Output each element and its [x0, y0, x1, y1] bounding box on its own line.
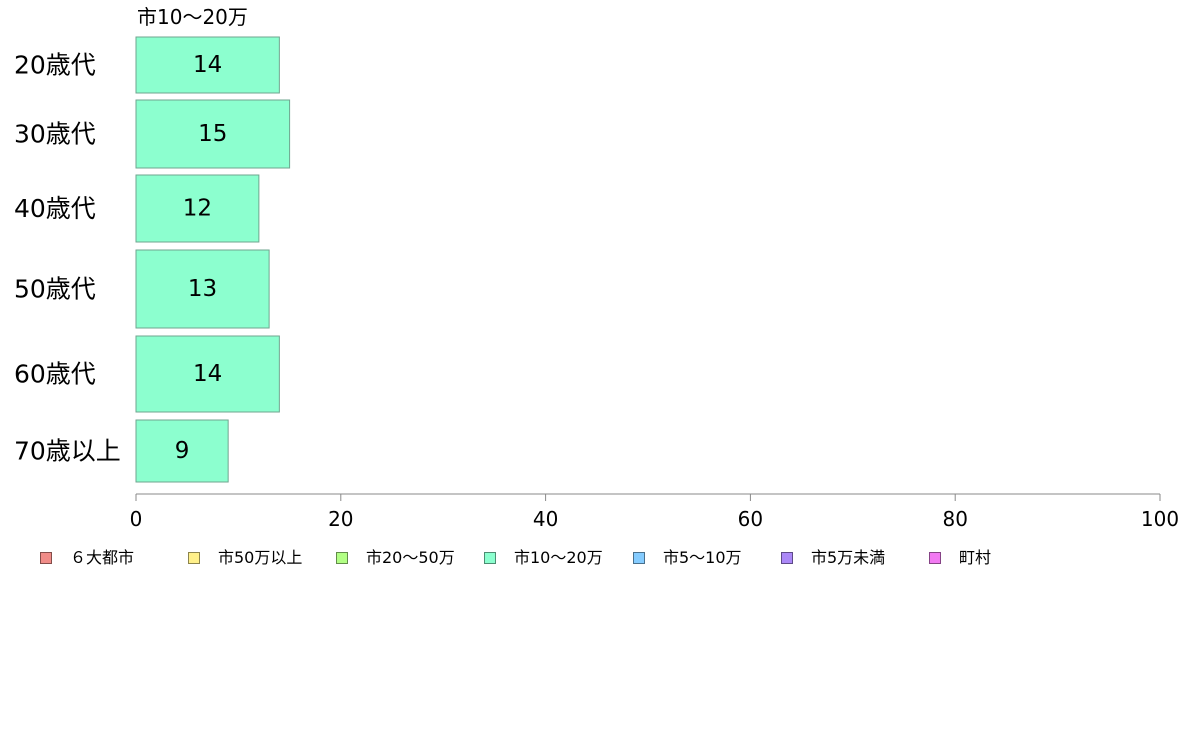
- legend-swatch-city-100k-200k: [484, 552, 496, 564]
- legend-label-city-50k-100k: 市5〜10万: [663, 548, 742, 567]
- legend-swatch-towns-villages: [929, 552, 941, 564]
- legend-item-towns-villages: 町村: [929, 546, 991, 570]
- bar: [135, 419, 229, 483]
- data-label: 14: [193, 361, 222, 387]
- x-tick-label: 0: [130, 507, 143, 531]
- legend-swatch-city-50k-100k: [633, 552, 645, 564]
- category-label: 60歳代: [14, 360, 96, 389]
- bar: [135, 249, 270, 329]
- legend-label-city-500k-plus: 市50万以上: [218, 548, 303, 567]
- legend-item-city-100k-200k: 市10〜20万: [484, 546, 603, 570]
- legend-item-city-200k-500k: 市20〜50万: [336, 546, 455, 570]
- legend: ６大都市 市50万以上 市20〜50万 市10〜20万 市5〜10万 市5万未満…: [40, 546, 1140, 570]
- x-tick-label: 100: [1141, 507, 1179, 531]
- series-title: 市10〜20万: [137, 5, 248, 29]
- bar: [135, 99, 291, 169]
- x-tick-label: 60: [738, 507, 763, 531]
- legend-swatch-city-500k-plus: [188, 552, 200, 564]
- x-tick-label: 80: [942, 507, 967, 531]
- x-tick-label: 40: [533, 507, 558, 531]
- category-label: 30歳代: [14, 120, 96, 149]
- legend-item-city-under-50k: 市5万未満: [781, 546, 885, 570]
- legend-swatch-city-200k-500k: [336, 552, 348, 564]
- data-label: 13: [188, 276, 217, 302]
- bar: [135, 335, 280, 413]
- data-label: 9: [175, 438, 190, 464]
- data-label: 15: [198, 121, 227, 147]
- legend-label-city-100k-200k: 市10〜20万: [514, 548, 603, 567]
- legend-label-towns-villages: 町村: [959, 548, 992, 567]
- bar: [135, 36, 280, 94]
- category-label: 50歳代: [14, 275, 96, 304]
- data-label: 14: [193, 52, 222, 78]
- x-tick-label: 20: [328, 507, 353, 531]
- bar: [135, 174, 260, 243]
- legend-label-city-200k-500k: 市20〜50万: [366, 548, 455, 567]
- category-label: 20歳代: [14, 51, 96, 80]
- legend-item-6-major-cities: ６大都市: [40, 546, 134, 570]
- legend-label-6-major-cities: ６大都市: [70, 548, 135, 567]
- category-label: 40歳代: [14, 194, 96, 223]
- legend-item-city-50k-100k: 市5〜10万: [633, 546, 742, 570]
- legend-swatch-6-major-cities: [40, 552, 52, 564]
- legend-item-city-500k-plus: 市50万以上: [188, 546, 302, 570]
- legend-swatch-city-under-50k: [781, 552, 793, 564]
- legend-label-city-under-50k: 市5万未満: [811, 548, 886, 567]
- data-label: 12: [183, 196, 212, 222]
- category-label: 70歳以上: [14, 437, 121, 466]
